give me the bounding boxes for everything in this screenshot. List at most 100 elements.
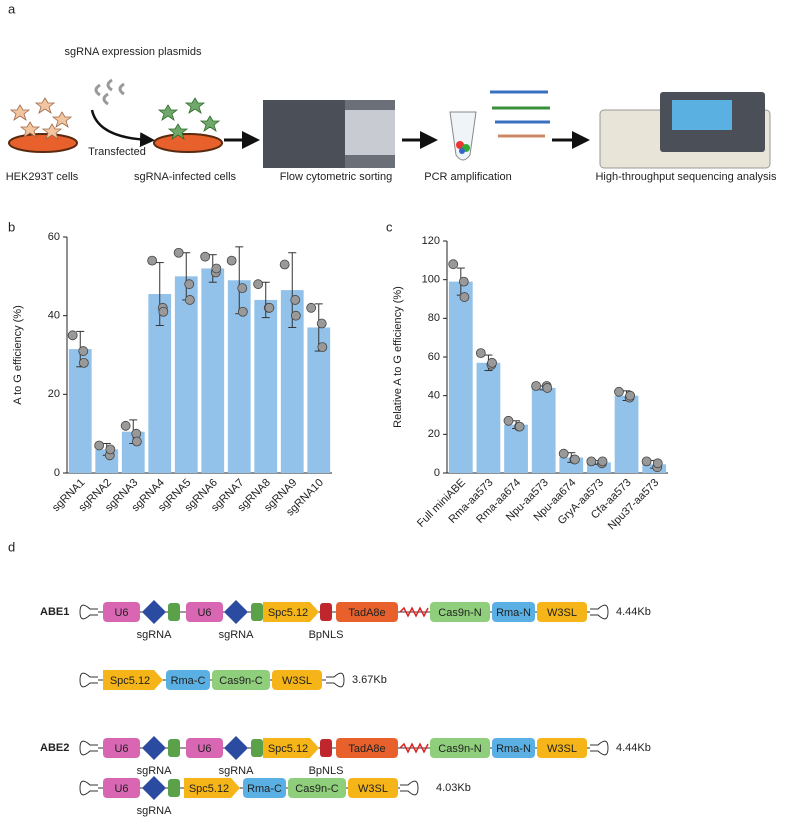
construct-name: ABE2 [40, 742, 69, 754]
gene [243, 778, 286, 798]
data-point [641, 456, 652, 467]
y-tick-label: 60 [48, 231, 60, 243]
scaffold [168, 739, 180, 757]
gene [186, 738, 223, 758]
data-point [514, 421, 525, 432]
promoter [263, 602, 319, 622]
part-label: TadA8e [348, 607, 385, 619]
data-point [105, 444, 116, 455]
sgrna-marker [224, 600, 248, 624]
step-label: High-throughput sequencing analysis [595, 171, 777, 183]
data-point [531, 381, 541, 391]
data-point [173, 247, 184, 258]
bar [174, 276, 198, 473]
data-point [200, 251, 211, 262]
data-point [226, 255, 237, 266]
data-point [211, 263, 222, 274]
panel-label: c [386, 219, 393, 234]
step-label: PCR amplification [424, 171, 511, 183]
data-point [570, 454, 580, 465]
bar [68, 349, 92, 473]
y-axis-label: A to G efficiency (%) [12, 305, 24, 404]
data-point [316, 318, 327, 329]
workflow-art [8, 78, 771, 169]
bar [531, 387, 556, 473]
construct-size: 4.44Kb [616, 606, 651, 618]
y-axis-label: Relative A to G efficiency (%) [392, 286, 404, 428]
data-point [78, 346, 89, 356]
terminator [79, 780, 98, 796]
terminator [400, 780, 419, 796]
data-point [586, 456, 597, 467]
terminator [590, 740, 609, 756]
gene [272, 670, 322, 690]
data-point [458, 276, 469, 287]
terminator [326, 672, 345, 688]
data-point [558, 448, 569, 459]
sgrna-marker [224, 736, 248, 760]
data-point [597, 456, 608, 467]
gene [288, 778, 346, 798]
promoter [103, 670, 163, 690]
y-tick-label: 100 [422, 274, 440, 286]
data-point [67, 330, 78, 341]
part-note: BpNLS [309, 629, 344, 641]
data-point [78, 357, 89, 368]
panel-label: d [8, 539, 15, 554]
gene [186, 602, 223, 622]
bar [148, 294, 172, 473]
y-tick-label: 40 [48, 310, 60, 322]
part-label: TadA8e [348, 743, 385, 755]
terminator [79, 740, 98, 756]
part-label: W3SL [547, 607, 577, 619]
gene [430, 602, 490, 622]
part-label: Rma-C [171, 675, 206, 687]
bar [201, 268, 225, 473]
y-tick-label: 20 [48, 388, 60, 400]
bar [587, 462, 611, 473]
part-note: sgRNA [137, 805, 173, 817]
part-label: Cas9n-C [295, 783, 338, 795]
data-point [503, 415, 514, 426]
scaffold [251, 739, 263, 757]
part-label: Spc5.12 [268, 743, 308, 755]
data-point [306, 302, 317, 313]
part-label: Spc5.12 [110, 675, 150, 687]
data-point [147, 255, 158, 266]
y-tick-label: 60 [428, 351, 440, 363]
part-label: U6 [114, 743, 128, 755]
promoter [184, 778, 240, 798]
data-point [94, 440, 105, 451]
gene [212, 670, 270, 690]
panel-label: b [8, 219, 15, 234]
scaffold [251, 603, 263, 621]
bar [227, 280, 251, 473]
gene [336, 602, 398, 622]
part-label: U6 [197, 607, 211, 619]
data-point [237, 306, 248, 317]
data-point [184, 295, 195, 305]
bar [280, 290, 304, 473]
part-label: Cas9n-N [438, 607, 481, 619]
y-tick-label: 80 [428, 312, 440, 324]
linker [399, 606, 429, 618]
part-label: Rma-N [496, 607, 531, 619]
data-point [625, 390, 636, 401]
bar [476, 362, 501, 473]
gene [166, 670, 210, 690]
construct-size: 3.67Kb [352, 674, 387, 686]
sgrna-marker [142, 600, 166, 624]
part-note: sgRNA [219, 629, 255, 641]
part-note: BpNLS [309, 765, 344, 777]
part-note: sgRNA [219, 765, 255, 777]
part-label: W3SL [547, 743, 577, 755]
part-label: W3SL [282, 675, 312, 687]
linker [399, 742, 429, 754]
bar [307, 327, 331, 473]
step-label: Flow cytometric sorting [280, 171, 392, 183]
part-label: U6 [114, 783, 128, 795]
gene [430, 738, 490, 758]
data-point [652, 458, 663, 469]
sgrna-marker [142, 736, 166, 760]
